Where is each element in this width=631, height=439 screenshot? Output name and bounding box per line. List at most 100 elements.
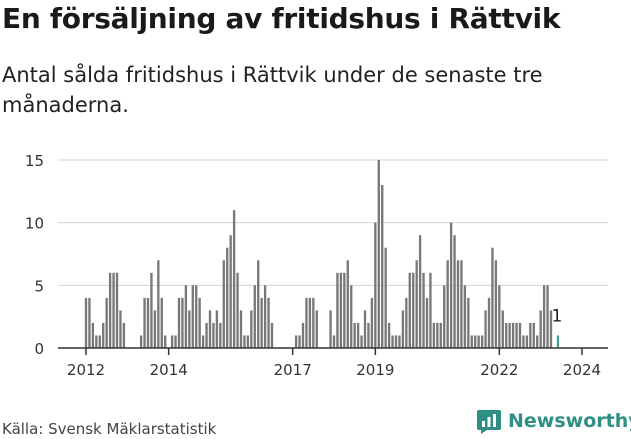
bar xyxy=(208,310,212,348)
x-tick-label: 2024 xyxy=(563,361,601,379)
bar xyxy=(139,335,143,348)
bar xyxy=(549,310,553,348)
bar xyxy=(188,310,191,348)
bar xyxy=(360,335,363,348)
bar xyxy=(467,297,470,348)
bar xyxy=(446,260,449,348)
bar xyxy=(191,285,194,348)
brand: Newsworthy xyxy=(476,408,631,434)
bar xyxy=(263,285,267,348)
x-axis-ticks: 2012 2014 2017 2019 2022 2024 xyxy=(67,348,601,379)
bar xyxy=(480,335,484,348)
bar xyxy=(418,235,422,348)
bar xyxy=(456,260,460,348)
bar xyxy=(367,322,370,348)
x-tick-label: 2022 xyxy=(480,361,518,379)
bar xyxy=(477,335,480,348)
bar xyxy=(332,335,336,348)
y-tick-label: 5 xyxy=(34,277,44,295)
bar xyxy=(219,322,222,348)
bar xyxy=(215,310,219,348)
bar xyxy=(412,272,415,348)
y-axis-ticks: 0 5 10 15 xyxy=(25,152,44,358)
bar xyxy=(394,335,398,348)
bar xyxy=(542,285,546,348)
bar xyxy=(453,235,456,348)
bar xyxy=(498,285,501,348)
bar xyxy=(387,322,391,348)
bar xyxy=(143,297,146,348)
bar xyxy=(346,260,349,348)
bar xyxy=(398,335,401,348)
bar xyxy=(122,322,126,348)
bar xyxy=(501,310,504,348)
bar xyxy=(470,335,473,348)
bar xyxy=(439,322,442,348)
chart-subtitle: Antal sålda fritidshus i Rättvik under d… xyxy=(2,63,543,117)
brand-name: Newsworthy xyxy=(508,410,631,432)
bar xyxy=(525,335,529,348)
bar xyxy=(153,310,157,348)
bar xyxy=(350,285,353,348)
bar xyxy=(529,322,532,348)
bar-latest xyxy=(556,335,559,348)
grid-lines xyxy=(58,159,608,286)
bar xyxy=(222,260,225,348)
bar xyxy=(415,260,418,348)
bar xyxy=(170,335,174,348)
x-tick-label: 2019 xyxy=(356,361,394,379)
bar xyxy=(112,272,115,348)
bar xyxy=(381,185,384,348)
bar xyxy=(511,322,515,348)
bar xyxy=(115,272,119,348)
bar-chart: 0 5 10 15 2012 2014 2017 2019 2022 2024 1 xyxy=(25,152,608,379)
y-tick-label: 10 xyxy=(25,215,44,233)
bar xyxy=(443,285,446,348)
bar xyxy=(243,335,246,348)
bar xyxy=(370,297,374,348)
bar xyxy=(508,322,511,348)
bar xyxy=(298,335,301,348)
bar xyxy=(250,310,253,348)
bar xyxy=(474,335,477,348)
bar xyxy=(384,247,387,348)
bar xyxy=(432,322,436,348)
bar xyxy=(260,297,263,348)
bar xyxy=(515,322,518,348)
bars xyxy=(84,160,559,348)
bar xyxy=(377,160,380,348)
bar xyxy=(177,297,181,348)
bar xyxy=(308,297,312,348)
bar xyxy=(494,260,498,348)
bar xyxy=(146,297,150,348)
bar xyxy=(363,310,367,348)
bar xyxy=(105,297,108,348)
bar xyxy=(84,297,88,348)
bar xyxy=(405,297,408,348)
bar xyxy=(391,335,394,348)
newsworthy-logo-icon xyxy=(477,410,501,434)
bar xyxy=(226,247,229,348)
bar xyxy=(239,310,243,348)
bar xyxy=(229,235,232,348)
bar xyxy=(150,272,153,348)
bar xyxy=(157,260,160,348)
bar xyxy=(91,322,95,348)
bar xyxy=(267,297,270,348)
bar xyxy=(374,222,377,348)
last-value-label: 1 xyxy=(551,306,562,326)
bar xyxy=(491,247,494,348)
bar xyxy=(236,272,239,348)
bar xyxy=(164,335,167,348)
bar xyxy=(195,285,198,348)
bar xyxy=(102,322,105,348)
bar xyxy=(312,297,315,348)
y-tick-label: 15 xyxy=(25,152,44,170)
bar xyxy=(487,297,491,348)
bar xyxy=(253,285,256,348)
bar xyxy=(160,297,163,348)
bar xyxy=(174,335,177,348)
bar xyxy=(294,335,298,348)
y-tick-label: 0 xyxy=(34,340,44,358)
bar xyxy=(88,297,91,348)
